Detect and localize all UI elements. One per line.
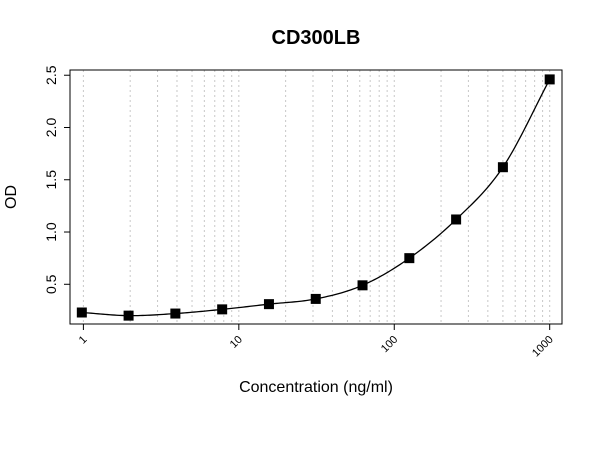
- grid-lines: [82, 70, 551, 324]
- y-tick-label: 1.5: [43, 170, 59, 190]
- data-point: [497, 162, 508, 173]
- x-tick-label: 100: [379, 334, 400, 355]
- y-tick-label: 0.5: [43, 274, 59, 294]
- data-points-layer: [76, 74, 555, 321]
- fit-curve: [81, 79, 551, 317]
- x-axis: 1 10 100 1000: [77, 324, 556, 359]
- chart-title: CD300LB: [272, 27, 361, 49]
- data-point: [544, 74, 555, 85]
- y-tick-label: 2.0: [43, 118, 59, 138]
- x-tick-label: 10: [228, 334, 245, 351]
- fit-curve-layer: [81, 79, 551, 317]
- data-point: [263, 299, 274, 310]
- data-point: [451, 214, 462, 225]
- data-point: [170, 308, 181, 319]
- y-tick-label: 1.0: [43, 222, 59, 242]
- x-tick-label: 1000: [530, 334, 556, 360]
- x-axis-title: Concentration (ng/ml): [239, 379, 393, 396]
- x-tick-label: 1: [77, 334, 90, 347]
- y-axis-title: OD: [3, 185, 20, 209]
- y-axis: 0.5 1.0 1.5 2.0 2.5: [43, 65, 70, 294]
- data-point: [357, 280, 368, 291]
- data-point: [123, 310, 134, 321]
- data-point: [217, 304, 228, 315]
- data-point: [76, 307, 87, 318]
- y-tick-label: 2.5: [43, 65, 59, 85]
- data-point: [310, 293, 321, 304]
- data-point: [404, 253, 415, 264]
- plot-frame: [69, 69, 563, 325]
